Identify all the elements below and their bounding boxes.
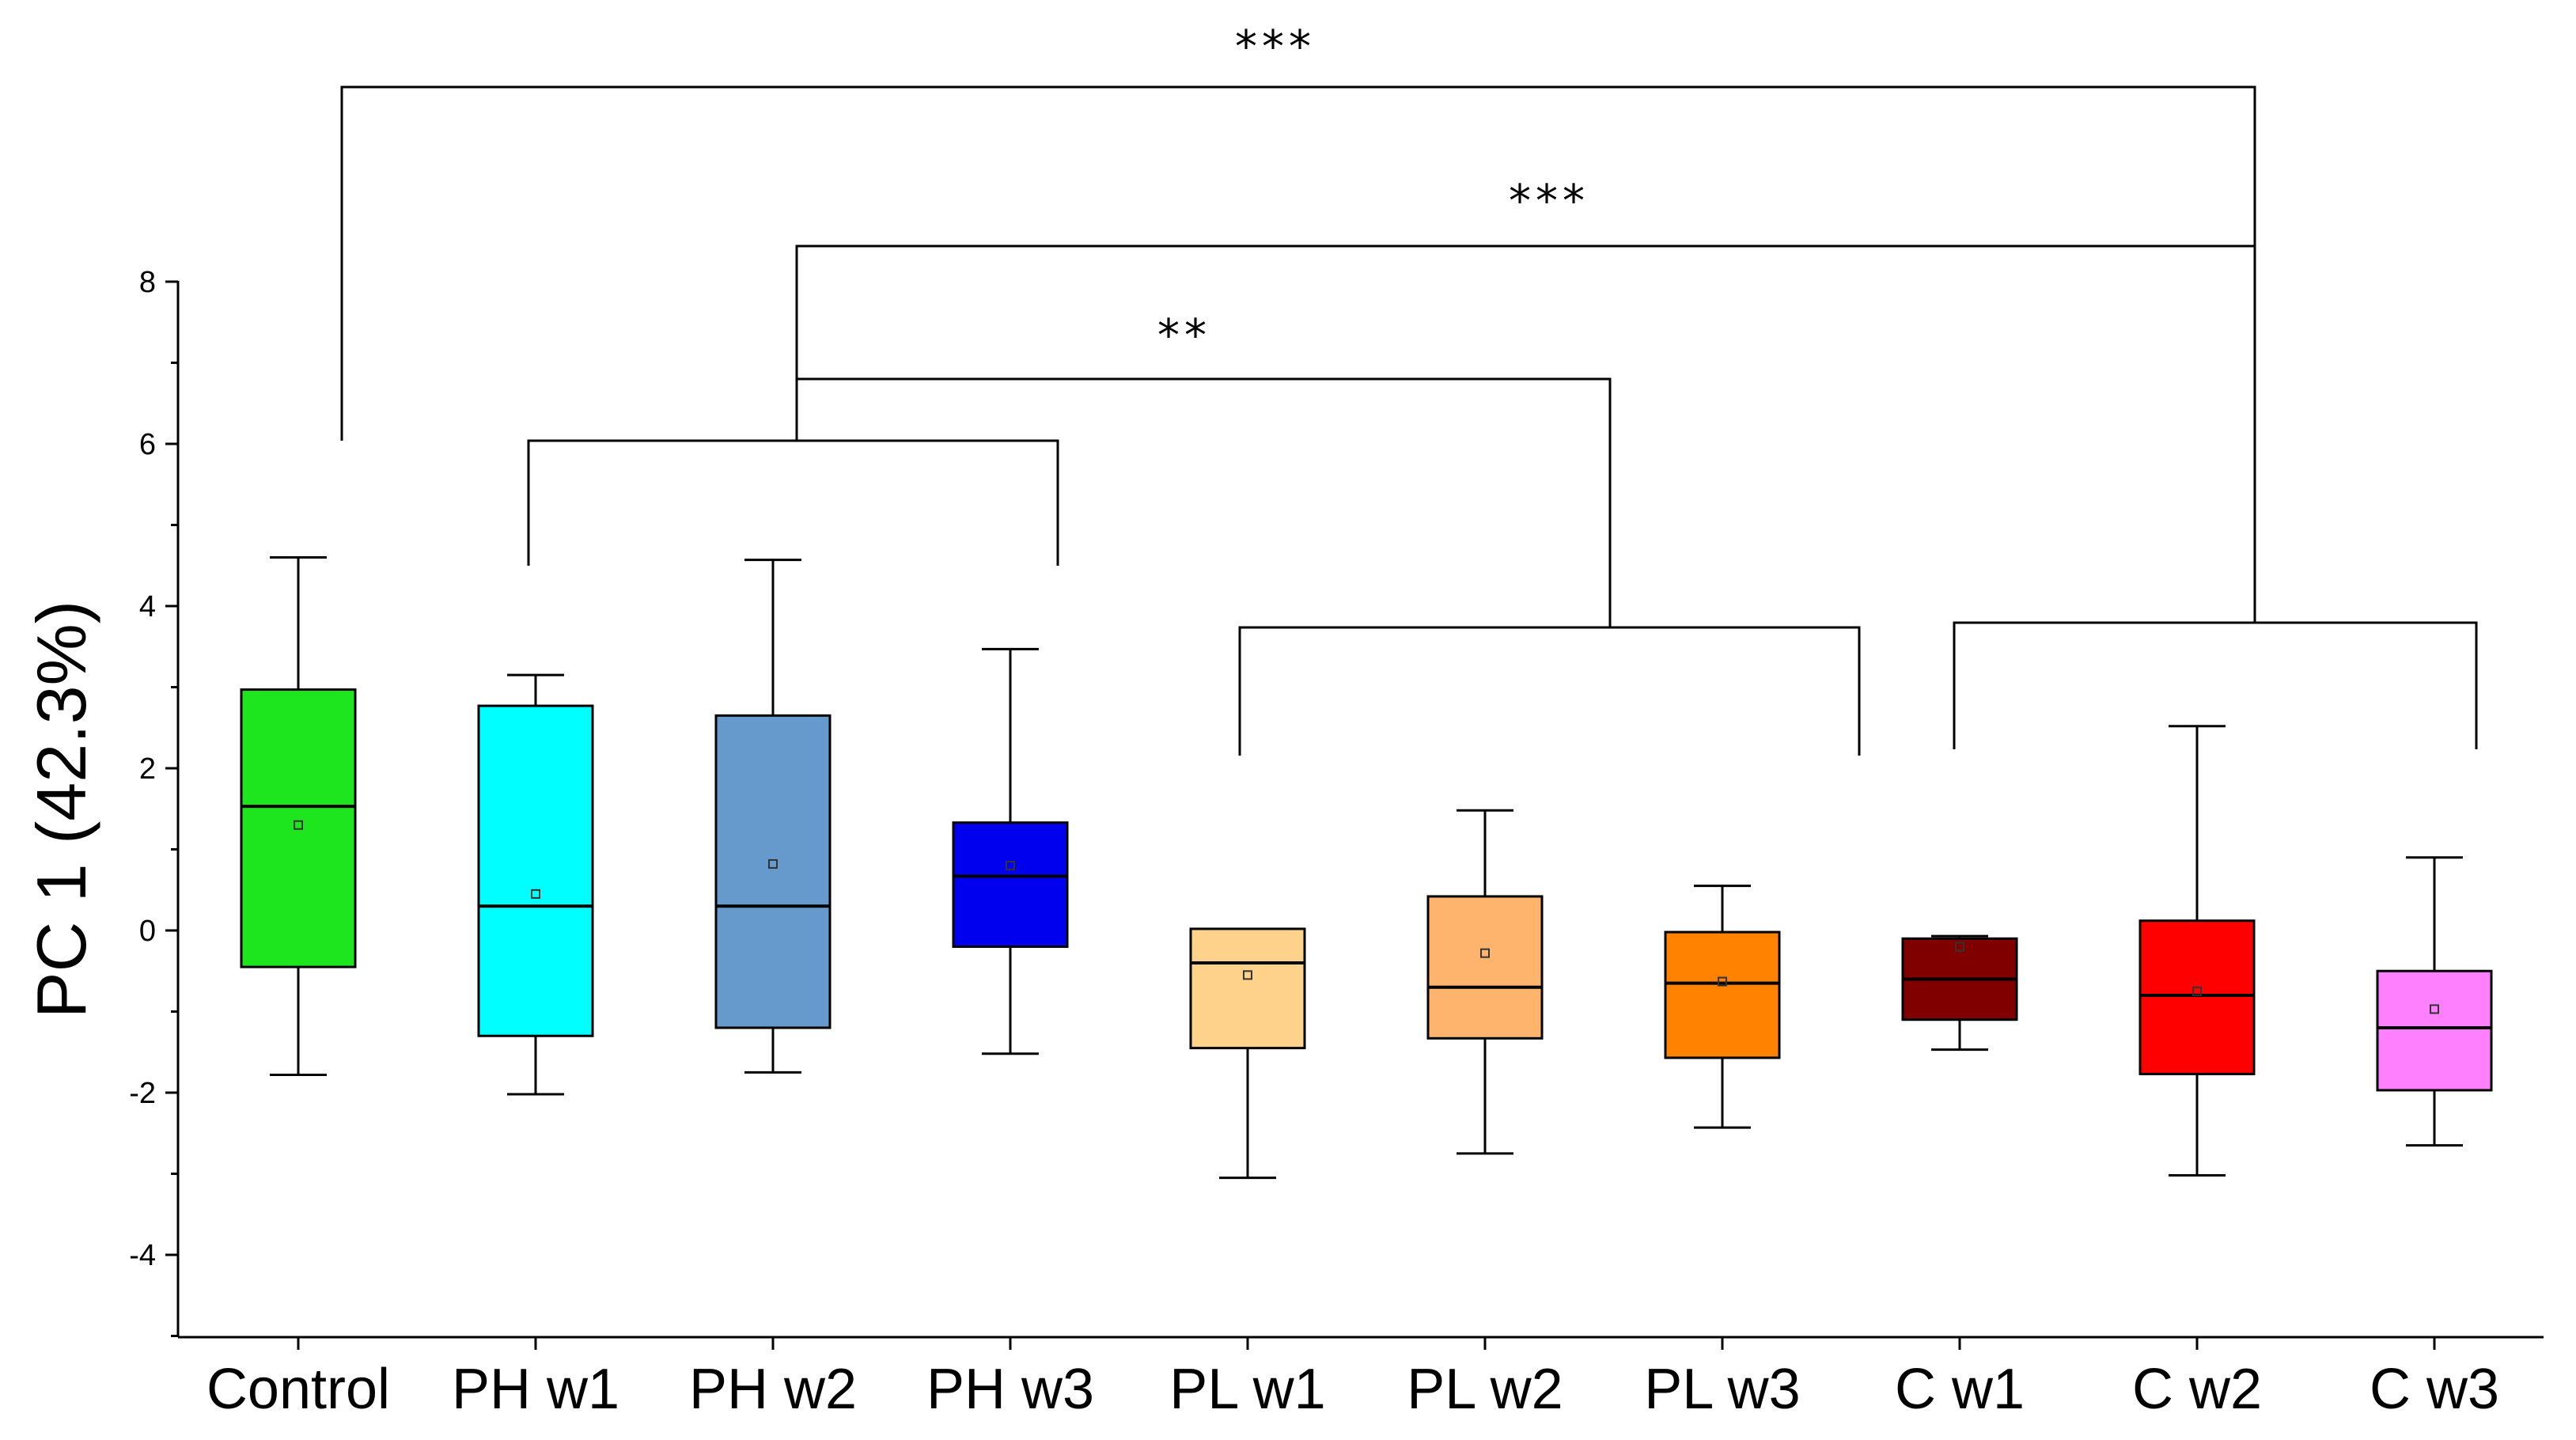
labels: -4 -2 0 2 4 6 8 Control PH w1 PH w2 PH w3 PL w1 PL w… bbox=[22, 266, 2499, 1421]
x-tick-label: PL w2 bbox=[1407, 1358, 1563, 1421]
axes bbox=[165, 280, 2544, 1350]
mean-marker bbox=[294, 820, 303, 830]
bracket-pl-group bbox=[1238, 626, 1861, 756]
significance-brackets: *** *** ** bbox=[340, 21, 2478, 756]
x-tick-label: PL w1 bbox=[1169, 1358, 1325, 1421]
y-tick-label: 6 bbox=[139, 428, 156, 461]
y-tick-label: -2 bbox=[129, 1077, 156, 1110]
box-iqr bbox=[1664, 930, 1781, 1059]
box-ph-w3 bbox=[952, 647, 1069, 1055]
box-ph-w2 bbox=[714, 559, 832, 1074]
x-tick-label: C w3 bbox=[2370, 1358, 2499, 1421]
y-tick-label: -4 bbox=[129, 1239, 156, 1272]
x-tick-label: Control bbox=[206, 1358, 390, 1421]
box-control bbox=[240, 556, 357, 1076]
mean-marker bbox=[1480, 948, 1490, 958]
mean-marker bbox=[2192, 986, 2202, 996]
x-tick-label: PH w2 bbox=[689, 1358, 857, 1421]
y-tick-label: 2 bbox=[139, 752, 156, 786]
box-iqr bbox=[952, 821, 1069, 949]
boxes bbox=[240, 556, 2493, 1180]
y-axis-label: PC 1 (42.3%) bbox=[22, 601, 100, 1018]
y-tick-label: 4 bbox=[139, 590, 156, 623]
bracket-c-group bbox=[1953, 621, 2478, 749]
bracket-ph-vs-c bbox=[795, 244, 2255, 441]
bracket-control-vs-c bbox=[340, 85, 2256, 623]
x-tick-label: PH w1 bbox=[452, 1358, 619, 1421]
significance-label-ph-vs-c: *** bbox=[1509, 176, 1589, 227]
mean-marker bbox=[1718, 976, 1727, 987]
box-c-w3 bbox=[2376, 856, 2493, 1147]
box-pl-w3 bbox=[1664, 885, 1781, 1129]
mean-marker bbox=[768, 858, 778, 869]
significance-label-control-vs-c: *** bbox=[1235, 21, 1316, 73]
bracket-ph-group bbox=[527, 439, 1059, 566]
box-pl-w2 bbox=[1426, 809, 1544, 1155]
x-tick-label: PL w3 bbox=[1644, 1358, 1800, 1421]
box-iqr bbox=[714, 714, 832, 1029]
x-tick-label: C w1 bbox=[1895, 1358, 2025, 1421]
box-iqr bbox=[2138, 919, 2256, 1075]
box-pl-w1 bbox=[1189, 927, 1306, 1180]
box-iqr bbox=[2376, 969, 2493, 1092]
box-iqr bbox=[1426, 895, 1544, 1040]
y-tick-label: 0 bbox=[139, 915, 156, 948]
mean-marker bbox=[2430, 1004, 2439, 1014]
mean-marker bbox=[531, 889, 540, 899]
box-iqr bbox=[1189, 927, 1306, 1050]
x-tick-label: C w2 bbox=[2132, 1358, 2262, 1421]
x-tick-label: PH w3 bbox=[926, 1358, 1094, 1421]
mean-marker bbox=[1006, 861, 1015, 870]
mean-marker bbox=[1955, 942, 1964, 952]
y-tick-label: 8 bbox=[139, 266, 156, 299]
box-c-w2 bbox=[2138, 725, 2256, 1177]
box-iqr bbox=[477, 704, 594, 1037]
significance-label-ph-vs-pl: ** bbox=[1157, 310, 1211, 362]
bracket-ph-vs-pl bbox=[797, 377, 1612, 627]
box-c-w1 bbox=[1901, 934, 2018, 1052]
box-ph-w1 bbox=[477, 673, 594, 1096]
mean-marker bbox=[1243, 970, 1252, 980]
